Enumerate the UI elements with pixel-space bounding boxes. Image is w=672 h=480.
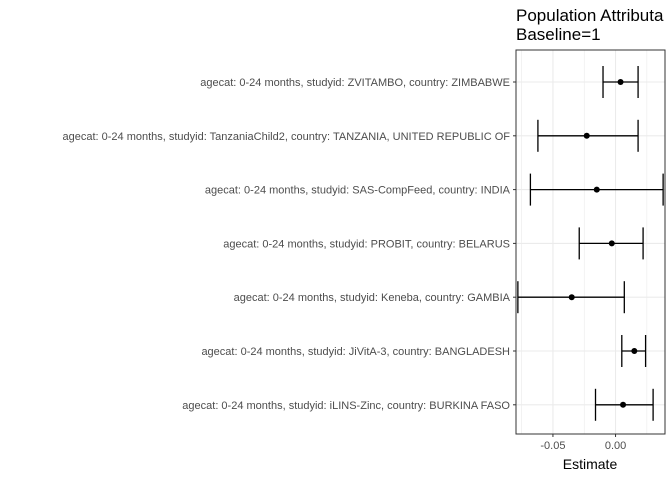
panel-border [515,49,666,435]
x-axis-ticks: -0.05 0.00 [540,434,626,452]
estimate-point [631,348,638,354]
error-bars [517,66,664,421]
estimate-point [608,240,615,247]
chart-title-line-2: Baseline=1 [516,25,601,44]
estimate-point [568,294,575,301]
x-tick-label: 0.00 [605,440,626,452]
category-label: agecat: 0-24 months, studyid: TanzaniaCh… [62,131,510,143]
estimate-point [583,132,590,139]
category-label: agecat: 0-24 months, studyid: SAS-CompFe… [205,185,511,197]
category-labels: agecat: 0-24 months, studyid: ZVITAMBO, … [62,77,516,412]
category-label: agecat: 0-24 months, studyid: PROBIT, co… [223,238,510,250]
grid-lines [516,50,665,434]
estimate-point [617,79,624,85]
x-axis-title: Estimate [563,456,618,472]
estimate-point [620,401,627,408]
category-label: agecat: 0-24 months, studyid: Keneba, co… [234,292,511,304]
estimate-point [593,186,600,193]
category-label: agecat: 0-24 months, studyid: JiVitA-3, … [201,346,510,358]
category-label: agecat: 0-24 months, studyid: ZVITAMBO, … [200,77,510,89]
category-label: agecat: 0-24 months, studyid: iLINS-Zinc… [182,400,510,412]
chart-title-line-1: Population Attributa [516,6,664,25]
x-tick-label: -0.05 [540,440,565,452]
